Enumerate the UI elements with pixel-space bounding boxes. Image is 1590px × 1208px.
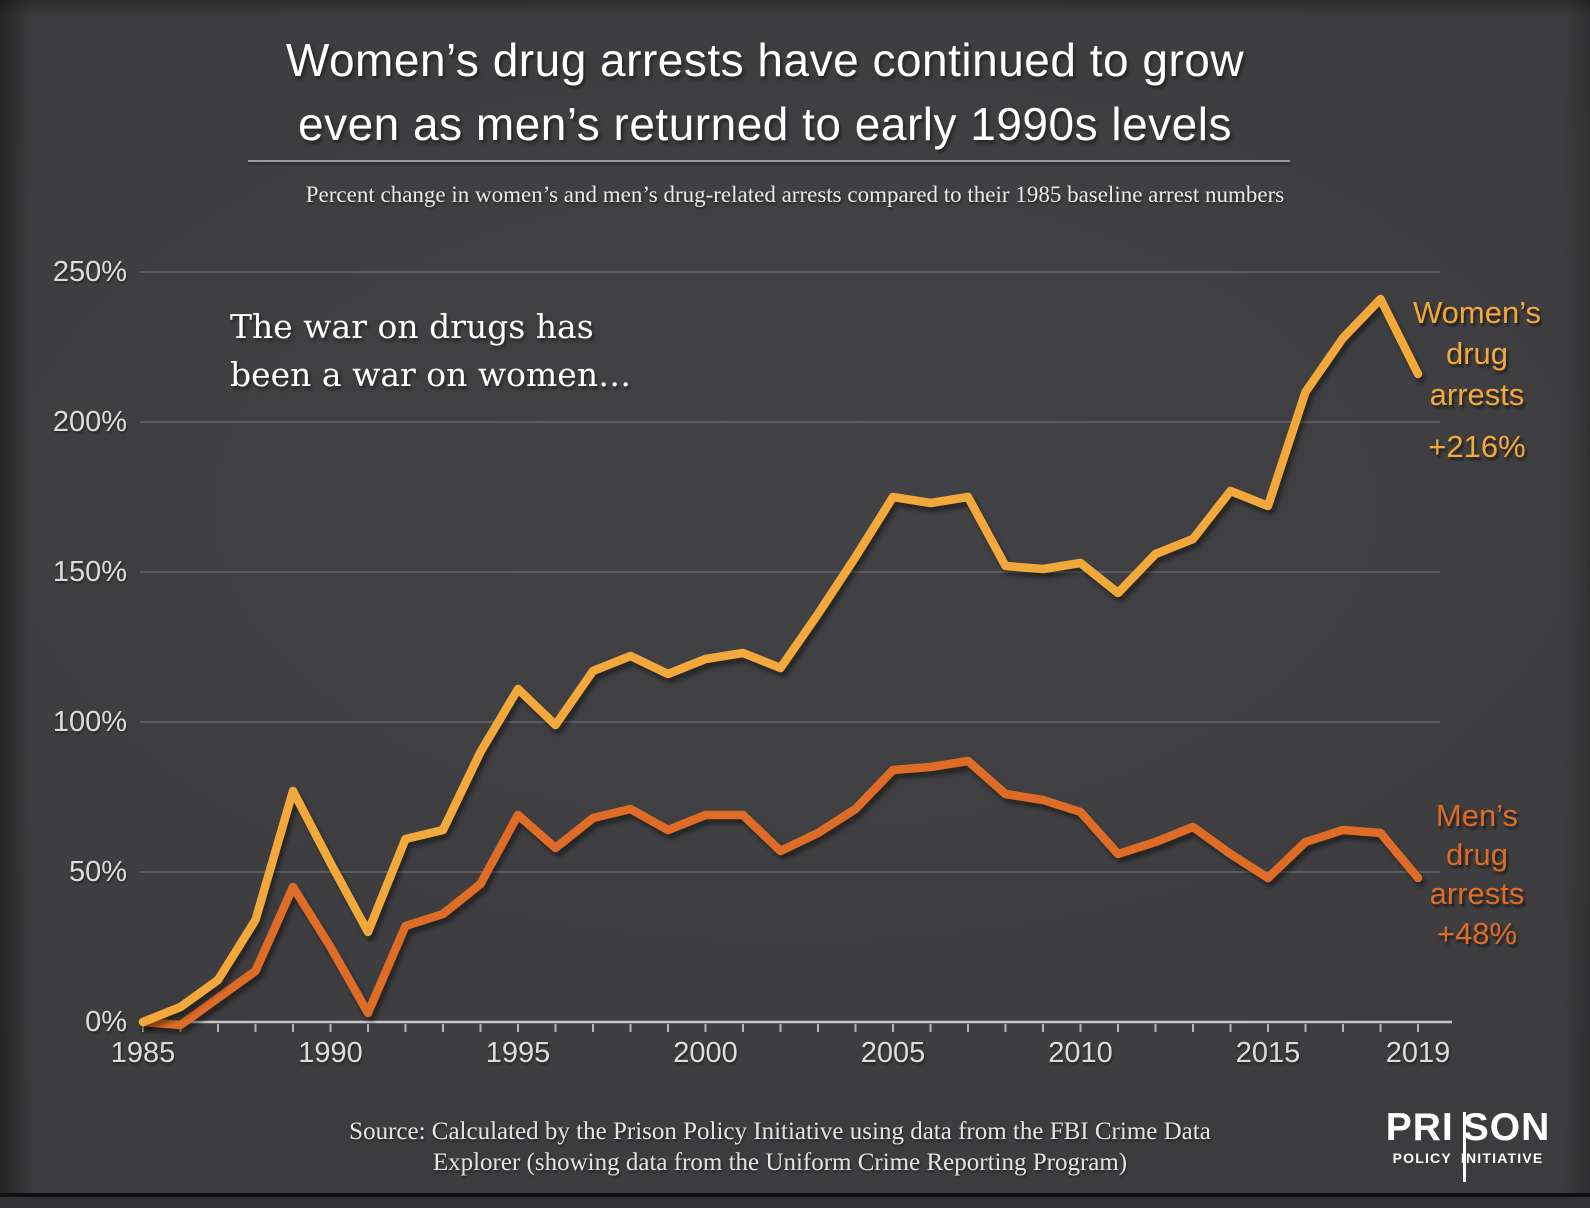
men-label-line3: arrests: [1429, 876, 1525, 911]
x-axis-label-2000: 2000: [673, 1037, 738, 1069]
women-label-line3: arrests: [1429, 377, 1525, 412]
y-axis-label-0: 0%: [85, 1006, 127, 1038]
x-axis-label-1995: 1995: [485, 1037, 551, 1069]
women-series-label: Women’s drug arrests +216%: [1382, 292, 1572, 467]
prison-policy-initiative-logo: PRI SON POLICY INITIATIVE: [1385, 1108, 1551, 1184]
x-axis-label-2010: 2010: [1048, 1037, 1113, 1069]
women-end-value: +216%: [1428, 429, 1526, 464]
source-line1: Source: Calculated by the Prison Policy …: [349, 1118, 1211, 1145]
logo-prison-left: PRI: [1385, 1106, 1454, 1149]
annotation-line1: The war on drugs has: [230, 307, 594, 346]
annotation-line2: been a war on women…: [230, 355, 632, 394]
logo-policy: POLICY: [1392, 1150, 1452, 1166]
x-axis-label-2019: 2019: [1385, 1037, 1451, 1069]
logo-policy-initiative: POLICY INITIATIVE: [1385, 1150, 1551, 1166]
men-label-line2: drug: [1445, 837, 1509, 872]
men-line: [138, 756, 1423, 1030]
men-label-line1: Men’s: [1435, 798, 1519, 833]
x-axis-label-1990: 1990: [298, 1037, 363, 1069]
women-label-line2: drug: [1445, 336, 1509, 371]
logo-prison-word: PRI SON: [1385, 1108, 1551, 1148]
annotation-text: The war on drugs has been a war on women…: [230, 303, 631, 399]
logo-initiative: INITIATIVE: [1460, 1150, 1544, 1166]
x-axis-label-2005: 2005: [860, 1037, 926, 1069]
y-axis-label-250: 250%: [52, 256, 127, 288]
men-end-value: +48%: [1436, 916, 1518, 951]
logo-prison-right: SON: [1462, 1106, 1551, 1149]
women-label-line1: Women’s: [1412, 295, 1542, 330]
chart-title-line1: Women’s drug arrests have continued to g…: [285, 34, 1245, 86]
men-series-label: Men’s drug arrests +48%: [1382, 796, 1572, 953]
x-axis-label-1985: 1985: [110, 1037, 176, 1069]
source-note: Source: Calculated by the Prison Policy …: [30, 1116, 1530, 1178]
y-axis-label-200: 200%: [52, 406, 127, 438]
prison-bar-icon: [1463, 1112, 1467, 1182]
x-axis-label-2015: 2015: [1235, 1037, 1301, 1069]
source-line2: Explorer (showing data from the Uniform …: [432, 1149, 1128, 1176]
chart-title: Women’s drug arrests have continued to g…: [0, 28, 1530, 156]
y-axis-label-150: 150%: [52, 556, 127, 588]
chart-title-line2: even as men’s returned to early 1990s le…: [297, 98, 1232, 150]
title-underline: [248, 160, 1290, 162]
y-axis-label-100: 100%: [52, 706, 127, 738]
bottom-edge: [0, 1193, 1590, 1208]
women-line: [138, 294, 1423, 1027]
y-axis-label-50: 50%: [68, 856, 127, 888]
chart-subtitle: Percent change in women’s and men’s drug…: [305, 182, 1285, 207]
